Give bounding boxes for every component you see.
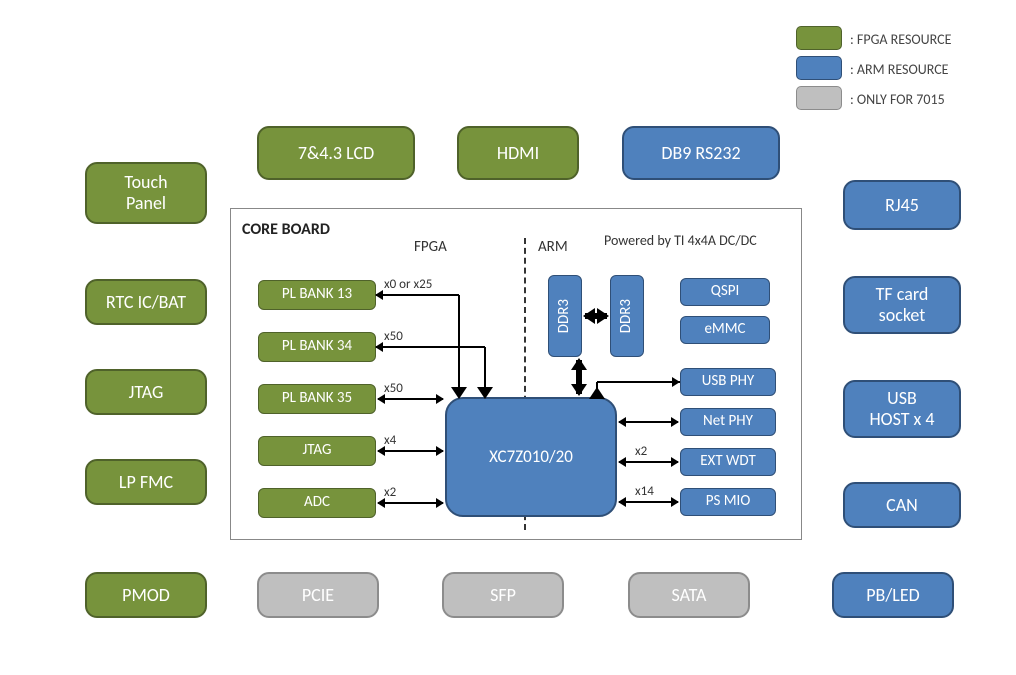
fpga-label: FPGA — [414, 238, 447, 256]
block-rj45: RJ45 — [843, 180, 961, 230]
block-db9: DB9 RS232 — [622, 126, 780, 180]
conn-adc-count: x2 — [384, 485, 396, 500]
inner-extwdt-label: EXT WDT — [700, 453, 756, 470]
block-pmod-label: PMOD — [122, 585, 170, 606]
conn-usbphy-h — [597, 381, 680, 383]
inner-usbphy-label: USB PHY — [702, 373, 754, 390]
conn-bank34-lh — [375, 342, 383, 352]
block-pcie: PCIE — [257, 572, 379, 618]
inner-emmc: eMMC — [680, 316, 770, 344]
block-pbled-label: PB/LED — [866, 585, 919, 606]
block-rj45-label: RJ45 — [885, 195, 919, 216]
block-sata-label: SATA — [672, 585, 707, 606]
ddr_a-label: DDR3 — [556, 299, 573, 333]
block-lcd-label: 7&4.3 LCD — [298, 143, 374, 164]
block-lp-fmc: LP FMC — [85, 459, 207, 505]
ddr_b: DDR3 — [610, 275, 644, 357]
inner-adc-label: ADC — [304, 494, 330, 511]
block-tf-label: TF card socket — [876, 284, 929, 325]
block-tf: TF card socket — [843, 276, 961, 334]
legend-swatch-2 — [796, 86, 842, 110]
block-touch-panel-label: Touch Panel — [124, 172, 167, 213]
conn-bank35-count: x50 — [384, 381, 403, 396]
inner-bank13: PL BANK 13 — [258, 280, 376, 310]
conn-psmio — [619, 501, 678, 503]
inner-bank34: PL BANK 34 — [258, 332, 376, 362]
arm-label: ARM — [538, 238, 568, 256]
block-db9-label: DB9 RS232 — [661, 143, 740, 164]
inner-bank35-label: PL BANK 35 — [282, 390, 352, 407]
conn-bank13-count: x0 or x25 — [384, 277, 432, 292]
legend-label-2: : ONLY FOR 7015 — [850, 91, 945, 108]
inner-psmio: PS MIO — [680, 488, 776, 516]
power-label: Powered by TI 4x4A DC/DC — [604, 232, 757, 249]
block-can-label: CAN — [886, 495, 918, 516]
block-sfp: SFP — [442, 572, 564, 618]
block-can: CAN — [843, 482, 961, 528]
ddr-ddr-link — [585, 313, 607, 319]
inner-qspi-label: QSPI — [711, 283, 740, 300]
ddr-chip-link — [576, 360, 582, 394]
conn-psmio-count: x14 — [635, 484, 654, 499]
conn-bank13-lh — [375, 290, 383, 300]
block-lcd: 7&4.3 LCD — [257, 126, 415, 180]
conn-bank34-count: x50 — [384, 329, 403, 344]
inner-emmc-label: eMMC — [704, 321, 745, 338]
conn-adc — [378, 502, 443, 504]
inner-qspi: QSPI — [680, 278, 770, 306]
inner-bank34-label: PL BANK 34 — [282, 338, 352, 355]
block-pcie-label: PCIE — [302, 585, 334, 606]
conn-bank35 — [378, 398, 443, 400]
conn-bank13-dh — [451, 387, 467, 399]
legend-swatch-0 — [796, 26, 842, 50]
block-pmod: PMOD — [85, 572, 207, 618]
legend-swatch-1 — [796, 56, 842, 80]
inner-psmio-label: PS MIO — [706, 493, 751, 510]
legend-label-0: : FPGA RESOURCE — [850, 31, 951, 48]
inner-bank35: PL BANK 35 — [258, 384, 376, 414]
block-hdmi-label: HDMI — [497, 143, 539, 164]
inner-bank13-label: PL BANK 13 — [282, 286, 352, 303]
block-touch-panel: Touch Panel — [85, 162, 207, 224]
inner-adc: ADC — [258, 488, 376, 518]
conn-jtag-in-count: x4 — [384, 433, 396, 448]
conn-bank13-h — [376, 294, 459, 296]
ddr_a: DDR3 — [548, 275, 582, 357]
block-usbhost: USB HOST x 4 — [843, 380, 961, 438]
block-jtag-out-label: JTAG — [129, 382, 164, 403]
block-lp-fmc-label: LP FMC — [119, 472, 173, 493]
conn-jtag-in — [378, 450, 443, 452]
conn-bank34-h — [376, 346, 485, 348]
block-rtc: RTC IC/BAT — [85, 279, 207, 325]
block-usbhost-label: USB HOST x 4 — [869, 388, 934, 429]
ddr_b-label: DDR3 — [618, 299, 635, 333]
inner-jtag-in: JTAG — [258, 436, 376, 466]
center-chip-label: XC7Z010/20 — [489, 447, 573, 467]
conn-bank34-dh — [477, 387, 493, 399]
block-rtc-label: RTC IC/BAT — [106, 292, 186, 313]
inner-extwdt: EXT WDT — [680, 448, 776, 476]
core-board-title: CORE BOARD — [242, 220, 330, 239]
conn-extwdt — [619, 461, 678, 463]
legend-label-1: : ARM RESOURCE — [850, 61, 949, 78]
inner-jtag-in-label: JTAG — [303, 442, 332, 459]
block-sata: SATA — [628, 572, 750, 618]
inner-netphy-label: Net PHY — [703, 413, 753, 430]
inner-netphy: Net PHY — [680, 408, 776, 436]
block-pbled: PB/LED — [832, 572, 954, 618]
conn-netphy — [619, 421, 678, 423]
block-hdmi: HDMI — [457, 126, 579, 180]
block-jtag-out: JTAG — [85, 369, 207, 415]
inner-usbphy: USB PHY — [680, 368, 776, 396]
center-chip: XC7Z010/20 — [445, 397, 617, 517]
block-sfp-label: SFP — [490, 585, 516, 606]
conn-extwdt-count: x2 — [635, 444, 647, 459]
